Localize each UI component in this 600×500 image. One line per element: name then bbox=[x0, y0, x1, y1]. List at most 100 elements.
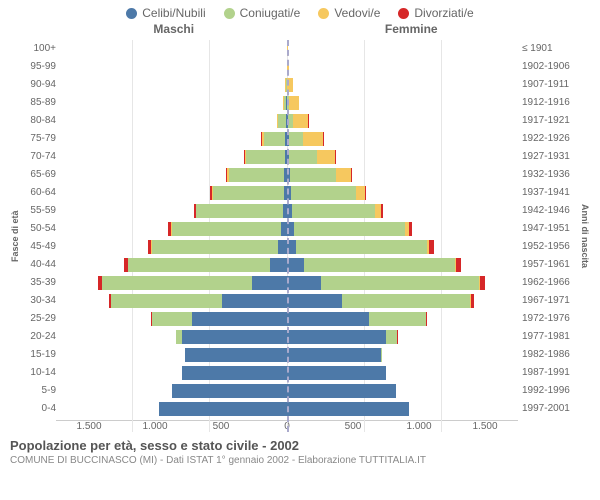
age-label: 55-59 bbox=[22, 202, 56, 220]
segment-male bbox=[192, 312, 287, 326]
segment-male bbox=[196, 204, 282, 218]
segment-male bbox=[128, 258, 270, 272]
segment-female bbox=[289, 96, 299, 110]
segment-male bbox=[222, 294, 287, 308]
y-axis-right-title: Anni di nascita bbox=[578, 40, 592, 432]
age-label: 100+ bbox=[22, 40, 56, 58]
birth-label: 1972-1976 bbox=[522, 310, 578, 328]
birth-label: 1927-1931 bbox=[522, 148, 578, 166]
legend-item: Coniugati/e bbox=[224, 6, 301, 20]
birth-label: 1907-1911 bbox=[522, 76, 578, 94]
x-tick: 0 bbox=[254, 421, 320, 432]
segment-female bbox=[289, 150, 317, 164]
segment-male bbox=[213, 186, 284, 200]
birth-label: 1932-1936 bbox=[522, 166, 578, 184]
age-label: 85-89 bbox=[22, 94, 56, 112]
segment-male bbox=[182, 366, 287, 380]
bar-row bbox=[56, 382, 518, 400]
header-femmine: Femmine bbox=[293, 22, 531, 36]
bar-row bbox=[56, 256, 518, 274]
birth-label: 1987-1991 bbox=[522, 364, 578, 382]
header-maschi: Maschi bbox=[55, 22, 293, 36]
bar-row bbox=[56, 238, 518, 256]
bar-row bbox=[56, 364, 518, 382]
legend-swatch bbox=[224, 8, 235, 19]
segment-female bbox=[287, 312, 369, 326]
footer-subtitle: COMUNE DI BUCCINASCO (MI) - Dati ISTAT 1… bbox=[10, 455, 590, 466]
bar-row bbox=[56, 220, 518, 238]
bar-row bbox=[56, 400, 518, 418]
bar-row bbox=[56, 166, 518, 184]
segment-male bbox=[159, 402, 287, 416]
segment-female bbox=[471, 294, 474, 308]
birth-year-labels: ≤ 19011902-19061907-19111912-19161917-19… bbox=[518, 40, 578, 432]
legend-swatch bbox=[398, 8, 409, 19]
segment-male bbox=[264, 132, 286, 146]
segment-female bbox=[336, 168, 351, 182]
age-label: 0-4 bbox=[22, 400, 56, 418]
age-label: 5-9 bbox=[22, 382, 56, 400]
segment-male bbox=[185, 348, 287, 362]
age-label: 80-84 bbox=[22, 112, 56, 130]
segment-female bbox=[287, 240, 296, 254]
x-tick: 1.500 bbox=[452, 421, 518, 432]
y-axis-left-title: Fasce di età bbox=[8, 40, 22, 432]
segment-female bbox=[287, 294, 342, 308]
birth-label: 1982-1986 bbox=[522, 346, 578, 364]
birth-label: 1992-1996 bbox=[522, 382, 578, 400]
birth-label: ≤ 1901 bbox=[522, 40, 578, 58]
column-headers: Maschi Femmine bbox=[0, 22, 600, 40]
age-label: 35-39 bbox=[22, 274, 56, 292]
bar-row bbox=[56, 346, 518, 364]
legend-label: Celibi/Nubili bbox=[142, 6, 205, 20]
segment-female bbox=[294, 222, 405, 236]
segment-female bbox=[287, 330, 386, 344]
segment-male bbox=[182, 330, 287, 344]
age-labels: 100+95-9990-9485-8980-8475-7970-7465-696… bbox=[22, 40, 56, 432]
segment-female bbox=[293, 114, 308, 128]
segment-female bbox=[456, 258, 461, 272]
age-label: 10-14 bbox=[22, 364, 56, 382]
segment-female bbox=[287, 402, 409, 416]
legend-label: Coniugati/e bbox=[240, 6, 301, 20]
x-tick: 1.000 bbox=[122, 421, 188, 432]
segment-female bbox=[287, 222, 294, 236]
x-tick: 1.000 bbox=[386, 421, 452, 432]
segment-female bbox=[291, 186, 356, 200]
segment-female bbox=[296, 240, 427, 254]
x-tick: 500 bbox=[320, 421, 386, 432]
segment-female bbox=[304, 258, 455, 272]
bar-row bbox=[56, 148, 518, 166]
segment-female bbox=[287, 276, 321, 290]
segment-male bbox=[278, 114, 286, 128]
legend-label: Divorziati/e bbox=[414, 6, 473, 20]
segment-female bbox=[426, 312, 428, 326]
bar-row bbox=[56, 310, 518, 328]
segment-female bbox=[335, 150, 336, 164]
segment-female bbox=[317, 150, 335, 164]
bar-row bbox=[56, 184, 518, 202]
birth-label: 1997-2001 bbox=[522, 400, 578, 418]
birth-label: 1937-1941 bbox=[522, 184, 578, 202]
segment-male bbox=[270, 258, 287, 272]
age-label: 45-49 bbox=[22, 238, 56, 256]
segment-female bbox=[356, 186, 365, 200]
segment-female bbox=[351, 168, 352, 182]
birth-label: 1922-1926 bbox=[522, 130, 578, 148]
segment-male bbox=[278, 240, 287, 254]
bar-row bbox=[56, 202, 518, 220]
age-label: 30-34 bbox=[22, 292, 56, 310]
segment-female bbox=[303, 132, 323, 146]
bar-row bbox=[56, 94, 518, 112]
legend-label: Vedovi/e bbox=[334, 6, 380, 20]
segment-male bbox=[152, 240, 278, 254]
segment-female bbox=[292, 204, 375, 218]
birth-label: 1962-1966 bbox=[522, 274, 578, 292]
legend-item: Vedovi/e bbox=[318, 6, 380, 20]
age-label: 70-74 bbox=[22, 148, 56, 166]
segment-female bbox=[429, 240, 433, 254]
segment-female bbox=[287, 258, 304, 272]
age-label: 40-44 bbox=[22, 256, 56, 274]
legend-item: Divorziati/e bbox=[398, 6, 473, 20]
segment-female bbox=[369, 312, 426, 326]
